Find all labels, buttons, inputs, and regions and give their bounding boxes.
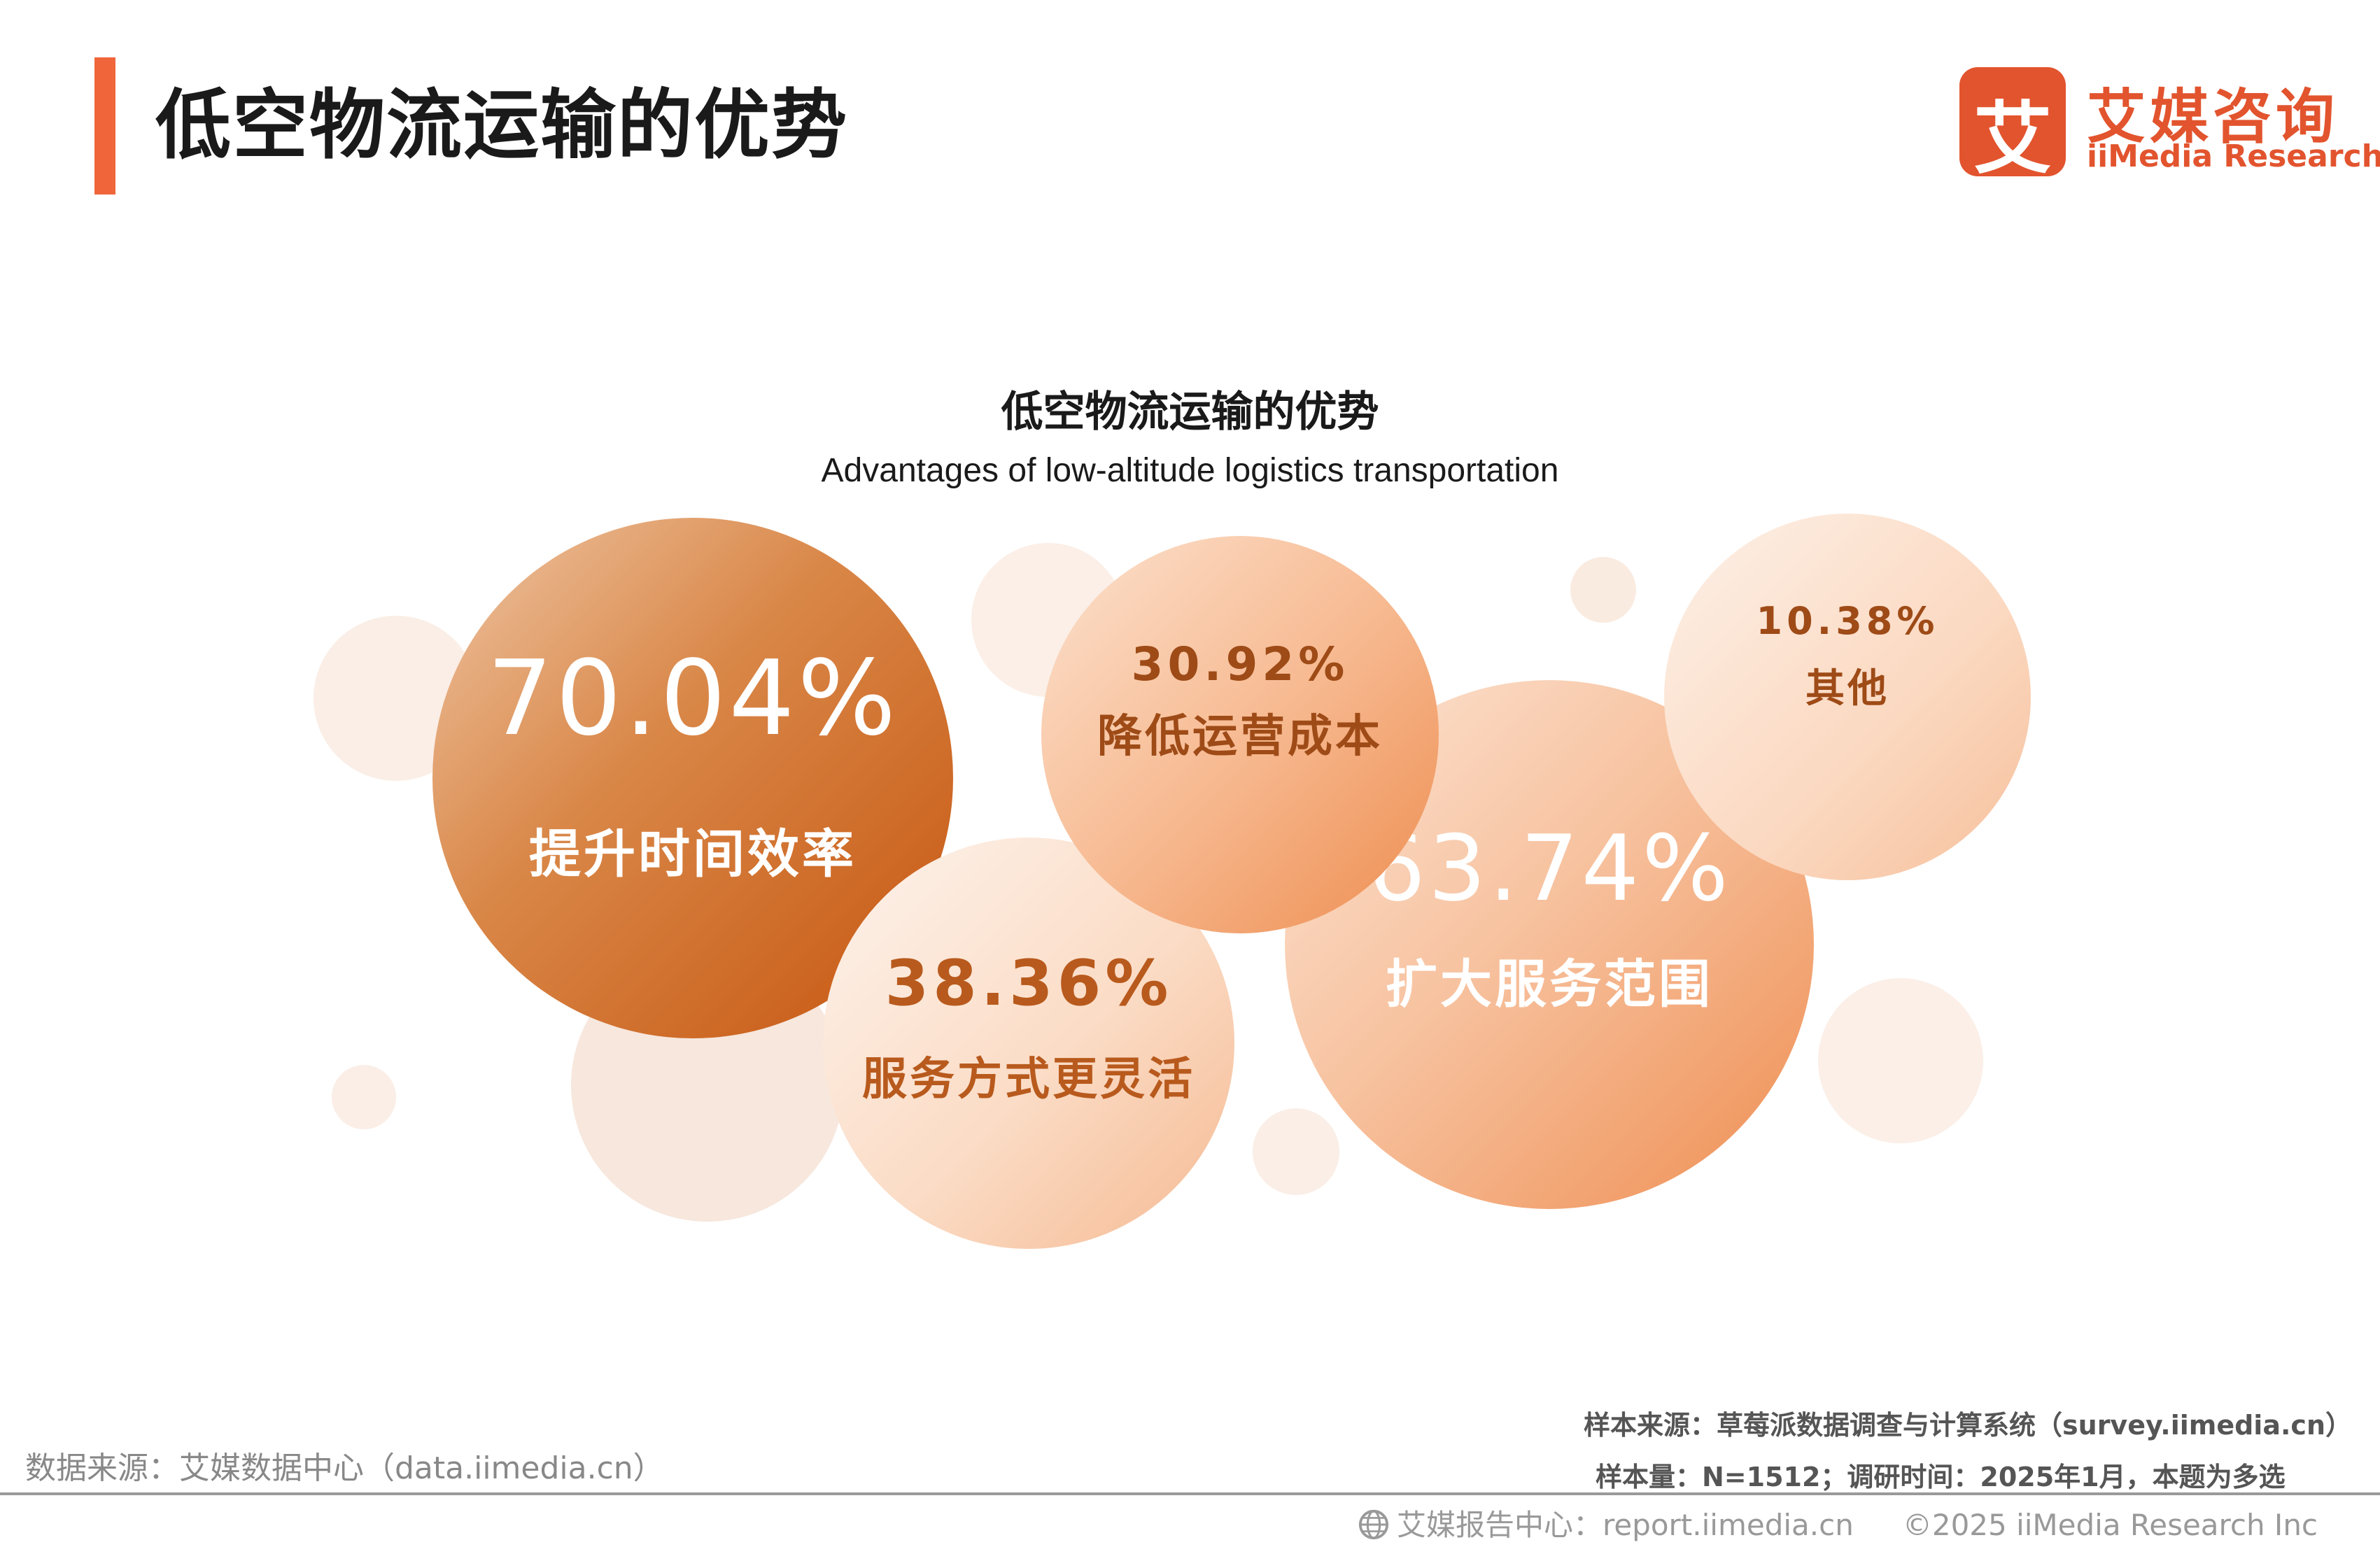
bubble-label: 其他 <box>1805 666 1889 712</box>
chart-title: 低空物流运输的优势 <box>1001 388 1379 437</box>
bubble-0: 70.04% 提升时间效率 <box>432 518 953 1038</box>
bubble-3: 30.92% 降低运营成本 <box>1041 536 1439 933</box>
page-title: 低空物流运输的优势 <box>155 82 849 169</box>
bubble-value: 10.38% <box>1756 599 1939 644</box>
footer-report-link[interactable]: 艾媒报告中心：report.iimedia.cn <box>1397 1508 1854 1542</box>
bubble-value: 63.74% <box>1367 815 1731 922</box>
decor-dot <box>332 1065 396 1129</box>
title-accent-bar <box>94 57 115 195</box>
bubble-2: 38.36% 服务方式更灵活 <box>823 838 1234 1249</box>
bubble-value: 70.04% <box>486 637 899 758</box>
chart-subtitle: Advantages of low-altitude logistics tra… <box>821 452 1559 489</box>
data-source: 数据来源：艾媒数据中心（data.iimedia.cn） <box>25 1450 664 1486</box>
bubble-label: 提升时间效率 <box>529 824 857 884</box>
bubble-value: 38.36% <box>885 947 1173 1021</box>
sample-size: 样本量：N=1512；调研时间：2025年1月，本题为多选 <box>1596 1462 2286 1492</box>
decor-dot <box>1818 978 1983 1143</box>
brand-logo: 艾 艾媒咨询 iiMedia Research <box>1959 67 2380 185</box>
bubble-label: 降低运营成本 <box>1097 710 1383 763</box>
decor-dot <box>1570 557 1636 623</box>
bubble-label: 扩大服务范围 <box>1386 954 1713 1015</box>
logo-cn-text: 艾媒咨询 <box>2087 83 2339 151</box>
footer: 艾媒报告中心：report.iimedia.cn ©2025 iiMedia Re… <box>1358 1502 2318 1544</box>
globe-icon <box>1358 1509 1389 1540</box>
sample-source: 样本来源：草莓派数据调查与计算系统（survey.iimedia.cn） <box>1584 1410 2352 1441</box>
logo-mark-icon: 艾 <box>1959 67 2066 185</box>
copyright: ©2025 iiMedia Research Inc <box>1902 1508 2318 1542</box>
bubble-value: 30.92% <box>1131 637 1349 692</box>
decor-dot <box>1253 1108 1339 1195</box>
bubble-4: 10.38% 其他 <box>1664 514 2031 880</box>
footer-divider <box>0 1492 2380 1495</box>
logo-en-text: iiMedia Research <box>2087 139 2380 174</box>
bubble-label: 服务方式更灵活 <box>862 1054 1195 1106</box>
